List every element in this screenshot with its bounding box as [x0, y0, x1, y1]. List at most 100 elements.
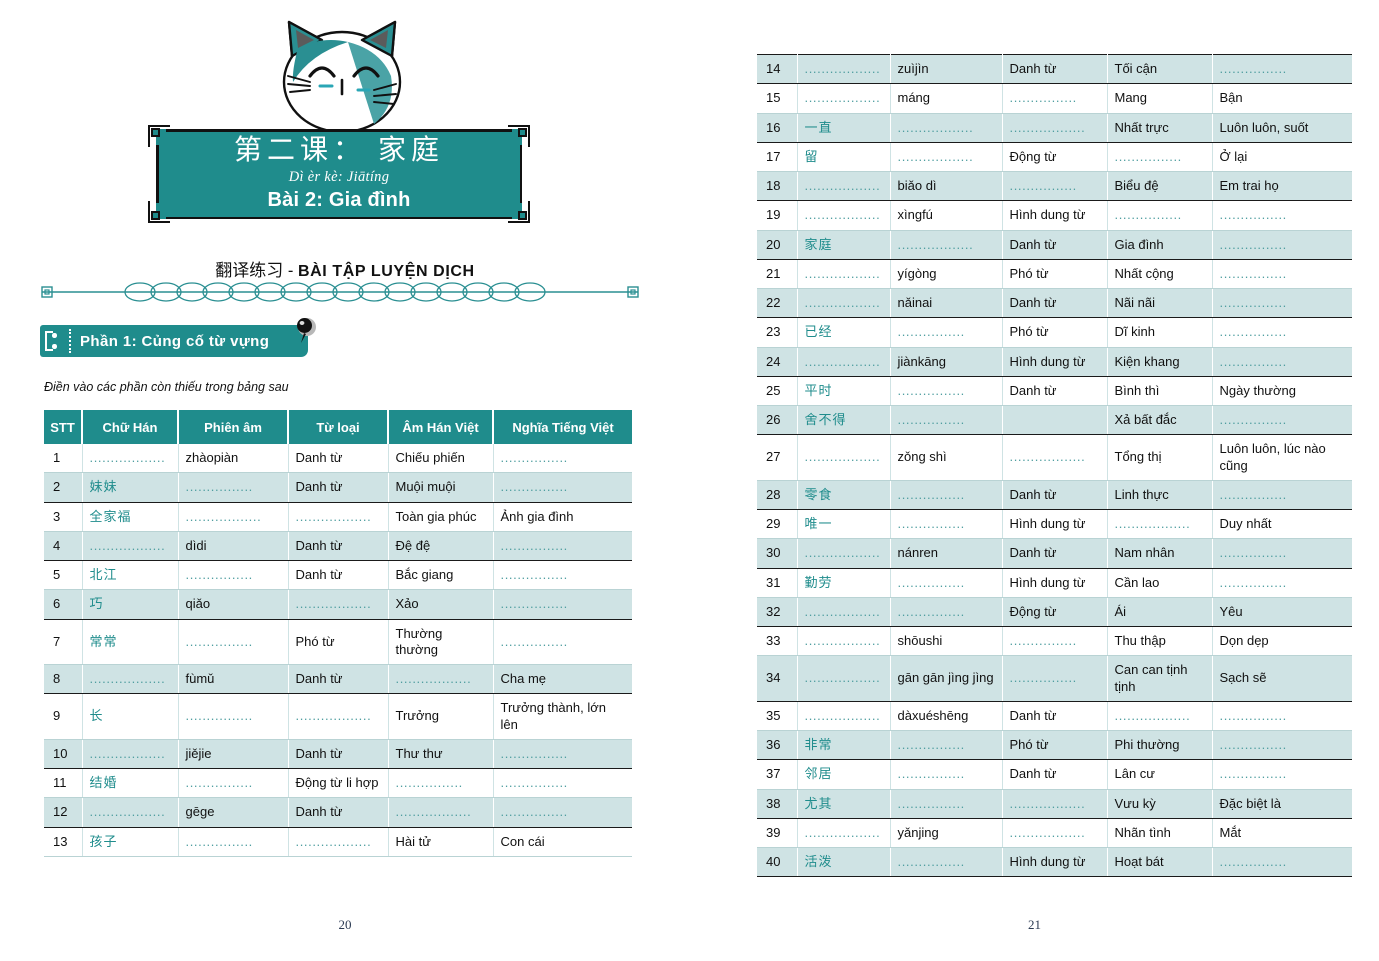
cat-mascot-icon: [262, 14, 422, 136]
table-row: 20 家庭.................. Danh từ Gia đình...…: [757, 229, 1352, 260]
banner-corner-top-right: [508, 125, 530, 147]
cell-tu-loai: Danh từ: [288, 472, 389, 503]
section-banner-body: [40, 325, 308, 357]
table-row: 15.................. máng................…: [757, 83, 1352, 114]
cell-am-han-viet: Bình thì: [1107, 376, 1213, 407]
table-row: 18.................. biǎo dì.............…: [757, 170, 1352, 202]
table-row: 11 结婚................ Động từ li hợp......…: [44, 768, 632, 799]
table-row: 26 舍不得................ Xả bất đắc.........…: [757, 404, 1352, 436]
cell-tu-loai: Danh từ: [1002, 479, 1108, 511]
cell-stt: 38: [757, 788, 798, 819]
cell-tu-loai: Danh từ: [1002, 376, 1108, 407]
cell-chu-han: 已经: [797, 317, 891, 348]
cell-phien-am: ................: [890, 509, 1003, 540]
cell-nghia-tieng-viet: Yêu: [1212, 596, 1352, 628]
cell-phien-am: ................: [890, 729, 1003, 761]
cell-tu-loai: Phó từ: [1002, 317, 1108, 348]
table-row: 10.................. jiějie Danh từ Thư thư…: [44, 738, 632, 770]
subhead-separator: -: [283, 262, 298, 280]
cell-am-han-viet: Mang: [1107, 83, 1213, 114]
cell-phien-am: ................: [890, 596, 1003, 628]
cell-nghia-tieng-viet: ................: [493, 768, 632, 799]
cell-am-han-viet: ..................: [388, 663, 494, 695]
cell-nghia-tieng-viet: ................: [1212, 701, 1352, 732]
cell-nghia-tieng-viet: ................: [493, 589, 632, 620]
cell-am-han-viet: Nhất cộng: [1107, 259, 1213, 290]
cell-phien-am: ................: [890, 568, 1003, 598]
cell-stt: 32: [757, 596, 798, 628]
cell-nghia-tieng-viet: ................: [493, 619, 632, 665]
col-stt: STT: [44, 410, 83, 444]
instruction-text: Điền vào các phần còn thiếu trong bảng s…: [44, 380, 289, 394]
banner-corner-square-bottom-right: [518, 211, 527, 220]
cell-chu-han: ..................: [797, 287, 891, 319]
cell-tu-loai: ................: [1002, 626, 1108, 657]
cell-tu-loai: ................: [1002, 83, 1108, 114]
cell-chu-han: 尤其: [797, 788, 891, 819]
cell-chu-han: 家庭: [797, 229, 891, 260]
cell-chu-han: ..................: [797, 596, 891, 628]
table-body-left: 1.................. zhàopiàn Danh từ Chiếu …: [44, 444, 632, 857]
cell-stt: 35: [757, 701, 798, 732]
cell-am-han-viet: Tổng thị: [1107, 434, 1213, 481]
lesson-title-vietnamese: Bài 2: Gia đình: [267, 188, 411, 211]
cell-am-han-viet: Linh thực: [1107, 479, 1213, 511]
cell-chu-han: ..................: [797, 170, 891, 202]
cell-chu-han: ..................: [797, 259, 891, 290]
table-row: 19.................. xìngfú Hình dung từ..…: [757, 200, 1352, 231]
cell-am-han-viet: ..................: [1107, 701, 1213, 732]
cell-nghia-tieng-viet: Bận: [1212, 83, 1352, 114]
cell-nghia-tieng-viet: ................: [1212, 846, 1352, 878]
table-row: 40 活泼................ Hình dung từ Hoạt bát…: [757, 846, 1352, 878]
cell-stt: 23: [757, 317, 798, 348]
cell-nghia-tieng-viet: ................: [1212, 568, 1352, 598]
cell-phien-am: qiǎo: [178, 589, 289, 620]
cell-phien-am: fùmǔ: [178, 663, 289, 695]
table-row: 27.................. zǒng shì............…: [757, 434, 1352, 481]
cell-am-han-viet: Vưu kỳ: [1107, 788, 1213, 819]
cell-phien-am: ................: [178, 768, 289, 799]
cell-tu-loai: ..................: [1002, 788, 1108, 819]
cell-nghia-tieng-viet: Ở lại: [1212, 142, 1352, 173]
cell-tu-loai: Động từ: [1002, 142, 1108, 173]
cell-nghia-tieng-viet: Luôn luôn, lúc nào cũng: [1212, 434, 1352, 481]
cell-nghia-tieng-viet: Duy nhất: [1212, 509, 1352, 540]
cell-nghia-tieng-viet: ................: [1212, 53, 1352, 85]
cell-phien-am: ................: [890, 479, 1003, 511]
col-chu-han: Chữ Hán: [82, 410, 179, 444]
table-row: 17 留.................. Động từ............…: [757, 142, 1352, 173]
cell-am-han-viet: Hoạt bát: [1107, 846, 1213, 878]
cell-tu-loai: ..................: [288, 693, 389, 740]
cell-nghia-tieng-viet: ................: [493, 738, 632, 770]
cell-stt: 2: [44, 472, 83, 503]
table-row: 35.................. dàxuéshēng Danh từ...…: [757, 701, 1352, 732]
cell-phien-am: shōushi: [890, 626, 1003, 657]
cell-phien-am: ................: [890, 846, 1003, 878]
banner-corner-bottom-right: [508, 201, 530, 223]
section-banner-dot-2: [52, 344, 57, 349]
table-body-right: 14.................. zuìjìn Danh từ Tối cận…: [757, 53, 1352, 878]
cell-tu-loai: Danh từ: [288, 530, 389, 562]
cell-phien-am: dàxuéshēng: [890, 701, 1003, 732]
decorative-divider: [40, 280, 640, 304]
cell-stt: 14: [757, 53, 798, 85]
table-row: 28 零食................ Danh từ Linh thực....…: [757, 479, 1352, 511]
cell-phien-am: nǎinai: [890, 287, 1003, 319]
cell-tu-loai: Danh từ: [1002, 287, 1108, 319]
cell-stt: 36: [757, 729, 798, 761]
cell-tu-loai: Danh từ: [288, 444, 389, 474]
cell-stt: 16: [757, 112, 798, 143]
cell-nghia-tieng-viet: ................: [1212, 759, 1352, 790]
cell-chu-han: ..................: [82, 444, 179, 474]
exercise-subhead: 翻译练习 - BÀI TẬP LUYỆN DỊCH: [0, 256, 690, 281]
cell-chu-han: 勤劳: [797, 568, 891, 598]
cell-chu-han: ..................: [797, 83, 891, 114]
cell-phien-am: ................: [890, 376, 1003, 407]
section-banner-label: Phần 1: Củng cố từ vựng: [80, 332, 270, 350]
lesson-title-chinese: 第二课： 家庭: [233, 135, 444, 167]
banner-edge-right: [519, 145, 522, 203]
cell-phien-am: ..................: [178, 502, 289, 532]
cell-phien-am: dìdi: [178, 530, 289, 562]
cell-phien-am: ................: [890, 404, 1003, 436]
table-row: 2 妹妹................ Danh từ Muội muội.....…: [44, 472, 632, 503]
